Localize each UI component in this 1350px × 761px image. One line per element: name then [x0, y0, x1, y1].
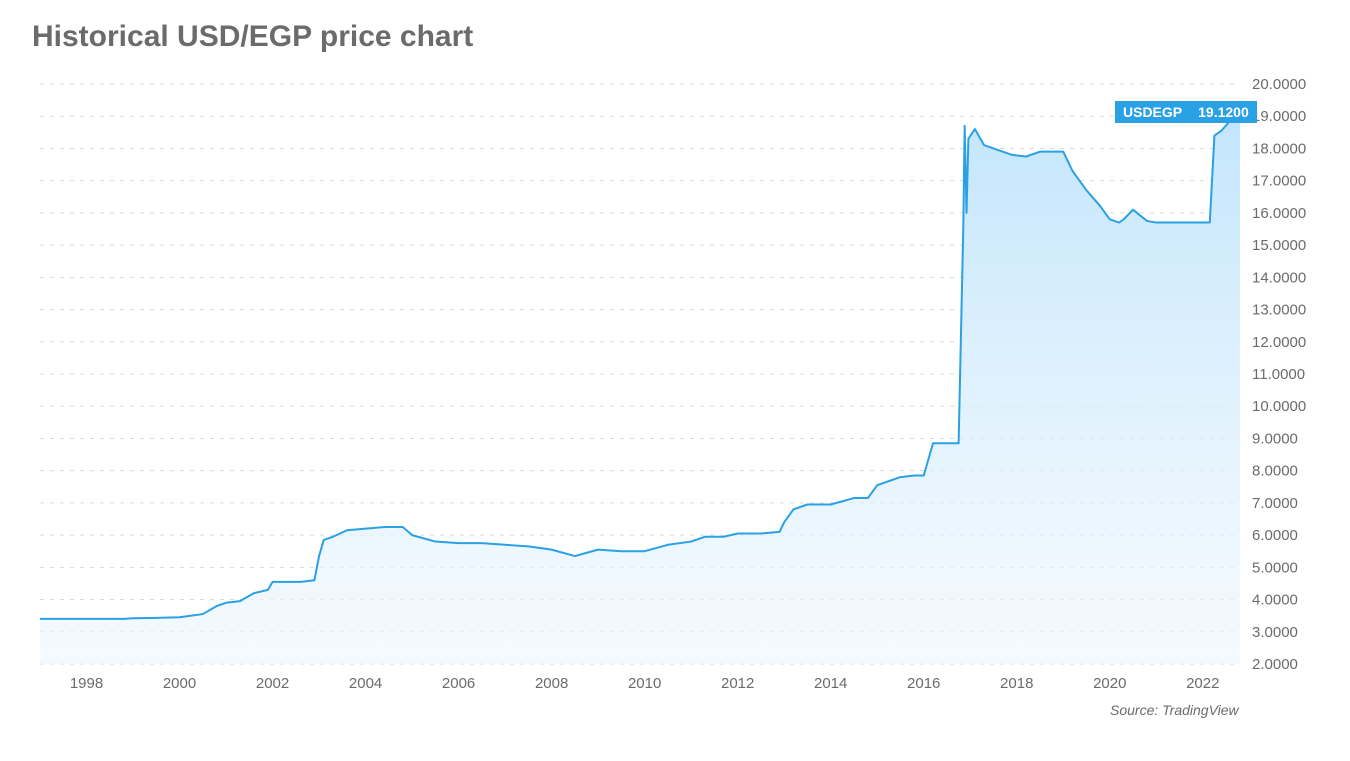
- chart-wrap: 2.0000 3.0000 4.0000 5.0000 6.0000 7.0000 8.00…: [30, 64, 1320, 724]
- y-tick-label: 13.0000: [1252, 302, 1306, 319]
- y-tick-label: 16.0000: [1252, 205, 1306, 222]
- x-tick-label: 2002: [256, 675, 289, 692]
- x-tick-label: 2004: [349, 675, 382, 692]
- y-tick-label: 19.0000: [1252, 108, 1306, 125]
- source-attribution: Source: TradingView: [1110, 702, 1239, 718]
- y-tick-label: 20.0000: [1252, 76, 1306, 93]
- y-tick-label: 8.0000: [1252, 463, 1298, 480]
- x-tick-label: 2008: [535, 675, 568, 692]
- x-tick-label: 2010: [628, 675, 661, 692]
- x-tick-label: 2012: [721, 675, 754, 692]
- x-tick-label: 2018: [1000, 675, 1033, 692]
- y-tick-label: 2.0000: [1252, 656, 1298, 673]
- badge-value: 19.1200: [1190, 101, 1257, 123]
- area-fill: [40, 112, 1240, 664]
- chart-title: Historical USD/EGP price chart: [32, 20, 1320, 54]
- y-tick-label: 18.0000: [1252, 140, 1306, 157]
- x-tick-label: 2014: [814, 675, 847, 692]
- y-tick-label: 6.0000: [1252, 527, 1298, 544]
- y-tick-label: 5.0000: [1252, 559, 1298, 576]
- x-tick-label: 2022: [1186, 675, 1219, 692]
- y-tick-label: 17.0000: [1252, 173, 1306, 190]
- y-tick-label: 14.0000: [1252, 269, 1306, 286]
- y-tick-label: 3.0000: [1252, 624, 1298, 641]
- x-tick-label: 2000: [163, 675, 196, 692]
- y-tick-label: 12.0000: [1252, 334, 1306, 351]
- x-tick-label: 2016: [907, 675, 940, 692]
- chart-container: Historical USD/EGP price chart 2.0000 3.0…: [0, 0, 1350, 761]
- y-tick-label: 9.0000: [1252, 430, 1298, 447]
- price-chart: 2.0000 3.0000 4.0000 5.0000 6.0000 7.0000 8.00…: [30, 64, 1320, 724]
- badge-pair: USDEGP: [1115, 101, 1190, 123]
- price-badge: USDEGP 19.1200: [1115, 101, 1257, 123]
- x-tick-label: 2006: [442, 675, 475, 692]
- x-tick-label: 2020: [1093, 675, 1126, 692]
- y-tick-label: 15.0000: [1252, 237, 1306, 254]
- x-tick-label: 1998: [70, 675, 103, 692]
- y-tick-label: 7.0000: [1252, 495, 1298, 512]
- y-tick-label: 11.0000: [1252, 366, 1305, 383]
- y-tick-label: 10.0000: [1252, 398, 1306, 415]
- y-tick-label: 4.0000: [1252, 592, 1298, 609]
